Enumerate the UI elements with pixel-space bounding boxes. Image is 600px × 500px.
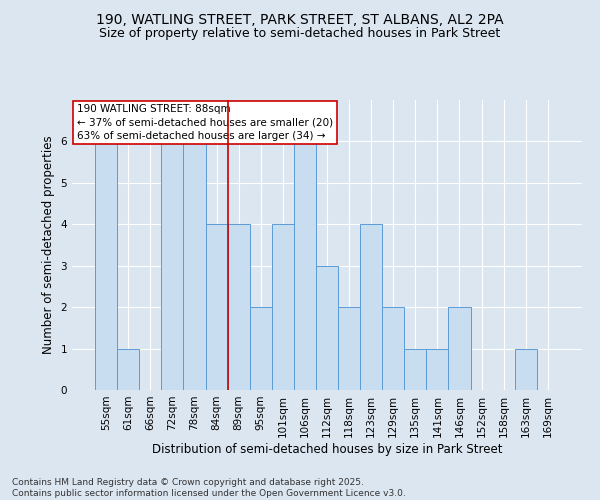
Bar [161, 142, 184, 390]
Bar [206, 224, 227, 390]
Text: Contains HM Land Registry data © Crown copyright and database right 2025.
Contai: Contains HM Land Registry data © Crown c… [12, 478, 406, 498]
X-axis label: Distribution of semi-detached houses by size in Park Street: Distribution of semi-detached houses by … [152, 442, 502, 456]
Bar [294, 142, 316, 390]
Bar [227, 224, 250, 390]
Text: Size of property relative to semi-detached houses in Park Street: Size of property relative to semi-detach… [100, 28, 500, 40]
Bar [338, 307, 360, 390]
Bar [515, 348, 537, 390]
Bar [117, 348, 139, 390]
Bar [382, 307, 404, 390]
Text: 190, WATLING STREET, PARK STREET, ST ALBANS, AL2 2PA: 190, WATLING STREET, PARK STREET, ST ALB… [96, 12, 504, 26]
Bar [184, 142, 206, 390]
Bar [427, 348, 448, 390]
Text: 190 WATLING STREET: 88sqm
← 37% of semi-detached houses are smaller (20)
63% of : 190 WATLING STREET: 88sqm ← 37% of semi-… [77, 104, 333, 141]
Bar [316, 266, 338, 390]
Bar [250, 307, 272, 390]
Bar [272, 224, 294, 390]
Bar [404, 348, 427, 390]
Bar [95, 142, 117, 390]
Y-axis label: Number of semi-detached properties: Number of semi-detached properties [42, 136, 55, 354]
Bar [448, 307, 470, 390]
Bar [360, 224, 382, 390]
